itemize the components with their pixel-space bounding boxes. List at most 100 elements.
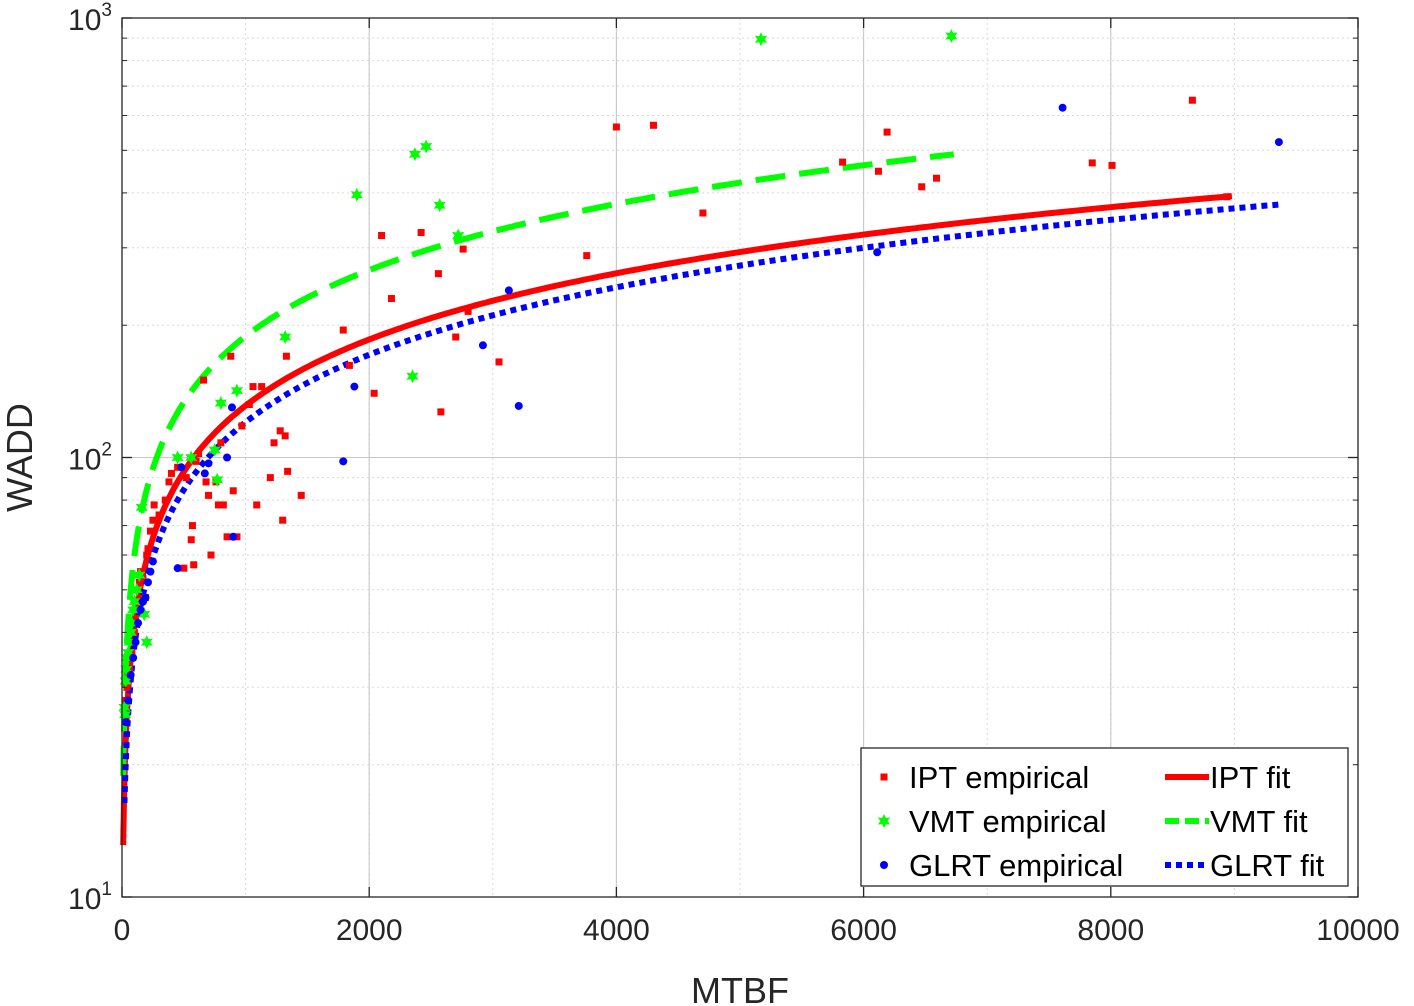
data-point xyxy=(140,635,153,650)
x-tick-label: 8000 xyxy=(1077,914,1144,947)
data-point xyxy=(345,361,353,369)
data-point xyxy=(146,527,154,535)
data-point xyxy=(699,209,707,217)
data-point xyxy=(464,307,472,315)
data-point xyxy=(138,607,151,622)
legend-marker xyxy=(877,814,891,828)
axis-ticks: 0 2000 4000 6000 8000 10000 101 102 103 xyxy=(68,0,1400,947)
data-point xyxy=(131,638,140,647)
data-point xyxy=(350,187,363,202)
data-point xyxy=(406,369,419,384)
x-tick-label: 0 xyxy=(114,914,131,947)
data-point xyxy=(873,248,882,257)
data-point xyxy=(202,478,210,486)
data-point xyxy=(297,491,305,499)
data-point xyxy=(258,383,266,391)
legend-marker xyxy=(880,861,888,869)
data-point xyxy=(1188,96,1196,104)
x-tick-label: 4000 xyxy=(583,914,650,947)
data-point xyxy=(279,330,292,344)
data-point xyxy=(514,401,523,410)
series-points xyxy=(118,29,958,722)
data-point xyxy=(204,459,213,468)
data-point xyxy=(228,403,237,412)
data-point xyxy=(420,139,433,154)
data-point xyxy=(1274,138,1283,147)
data-point xyxy=(120,662,133,677)
data-point xyxy=(612,123,620,131)
data-point xyxy=(165,478,173,486)
data-point xyxy=(130,628,138,636)
data-point xyxy=(270,439,278,447)
data-point xyxy=(188,522,196,530)
data-point xyxy=(139,575,147,583)
data-point xyxy=(177,463,186,472)
data-point xyxy=(173,564,182,573)
legend: IPT empirical VMT empirical GLRT empirical… xyxy=(860,747,1349,887)
data-point xyxy=(205,491,213,499)
legend-label: IPT fit xyxy=(1210,760,1291,795)
data-point xyxy=(874,167,882,175)
legend-label: GLRT fit xyxy=(1210,848,1325,883)
fit-line xyxy=(120,151,955,776)
data-point xyxy=(223,453,232,462)
data-point xyxy=(284,467,292,475)
data-point xyxy=(839,158,847,166)
x-axis-title: MTBF xyxy=(691,970,789,1006)
data-point xyxy=(129,653,138,662)
data-point xyxy=(119,707,132,722)
data-point xyxy=(1088,159,1096,167)
x-tick-label: 6000 xyxy=(830,914,897,947)
data-point xyxy=(459,245,467,253)
data-point xyxy=(1223,193,1231,201)
data-point xyxy=(128,649,136,657)
data-point xyxy=(155,511,163,519)
data-point xyxy=(143,551,151,559)
data-point xyxy=(223,533,231,541)
data-point xyxy=(125,616,138,631)
data-point xyxy=(266,474,274,482)
data-point xyxy=(146,567,155,576)
data-point xyxy=(229,532,238,541)
data-point xyxy=(227,352,235,360)
data-point xyxy=(279,516,287,524)
data-point xyxy=(945,29,958,43)
legend-label: GLRT empirical xyxy=(909,848,1123,883)
data-point xyxy=(918,183,926,191)
data-point xyxy=(478,341,487,350)
data-point xyxy=(214,396,227,411)
data-point xyxy=(350,382,359,391)
data-point xyxy=(281,432,289,440)
data-point xyxy=(207,551,215,559)
data-point xyxy=(200,469,209,478)
data-point xyxy=(119,674,132,688)
data-point xyxy=(133,568,146,583)
data-point xyxy=(190,561,198,569)
data-point xyxy=(182,474,190,482)
data-point xyxy=(417,229,425,237)
data-point xyxy=(185,450,198,465)
x-tick-label: 2000 xyxy=(336,914,403,947)
legend-box xyxy=(860,747,1349,887)
data-point xyxy=(433,198,446,213)
data-point xyxy=(127,602,140,617)
data-point xyxy=(143,578,152,587)
data-point xyxy=(229,487,237,495)
empirical-points xyxy=(118,29,1283,727)
data-point xyxy=(504,286,513,295)
data-point xyxy=(149,516,157,524)
data-point xyxy=(217,439,225,447)
series-points xyxy=(120,96,1231,719)
data-point xyxy=(118,700,131,715)
y-tick-label: 101 xyxy=(68,879,112,916)
data-point xyxy=(187,536,195,544)
data-point xyxy=(339,326,347,334)
x-tick-label: 10000 xyxy=(1316,914,1399,947)
data-point xyxy=(167,469,175,477)
data-point xyxy=(136,605,145,614)
data-point xyxy=(387,295,395,303)
data-point xyxy=(128,594,141,609)
data-point xyxy=(230,383,243,398)
legend-label: VMT fit xyxy=(1210,804,1308,839)
data-point xyxy=(192,457,200,465)
